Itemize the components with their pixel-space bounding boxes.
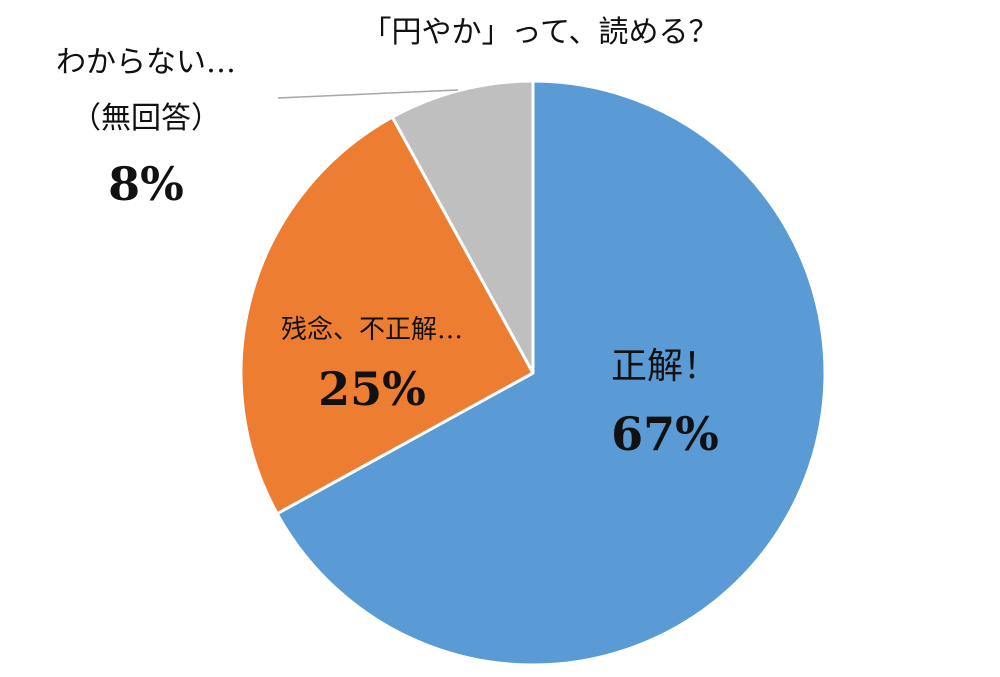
slice-value-unknown: 8% bbox=[108, 157, 184, 211]
slice-label-incorrect: 残念、不正解… bbox=[281, 315, 463, 345]
pie-slices bbox=[239, 79, 827, 667]
slice-label-unknown-line2: （無回答） bbox=[71, 101, 221, 136]
pie-slice-correct bbox=[275, 79, 827, 667]
slice-value-correct: 67% bbox=[611, 407, 719, 461]
pie-slice-unknown bbox=[390, 79, 535, 375]
chart-title: 「円やか」って、読める？ bbox=[362, 15, 719, 50]
slice-value-incorrect: 25% bbox=[318, 362, 426, 416]
slice-label-unknown-line1: わからない… bbox=[56, 45, 236, 80]
leader-line bbox=[277, 89, 459, 99]
slice-label-correct: 正解！ bbox=[611, 346, 719, 387]
pie-slice-incorrect bbox=[239, 115, 535, 516]
